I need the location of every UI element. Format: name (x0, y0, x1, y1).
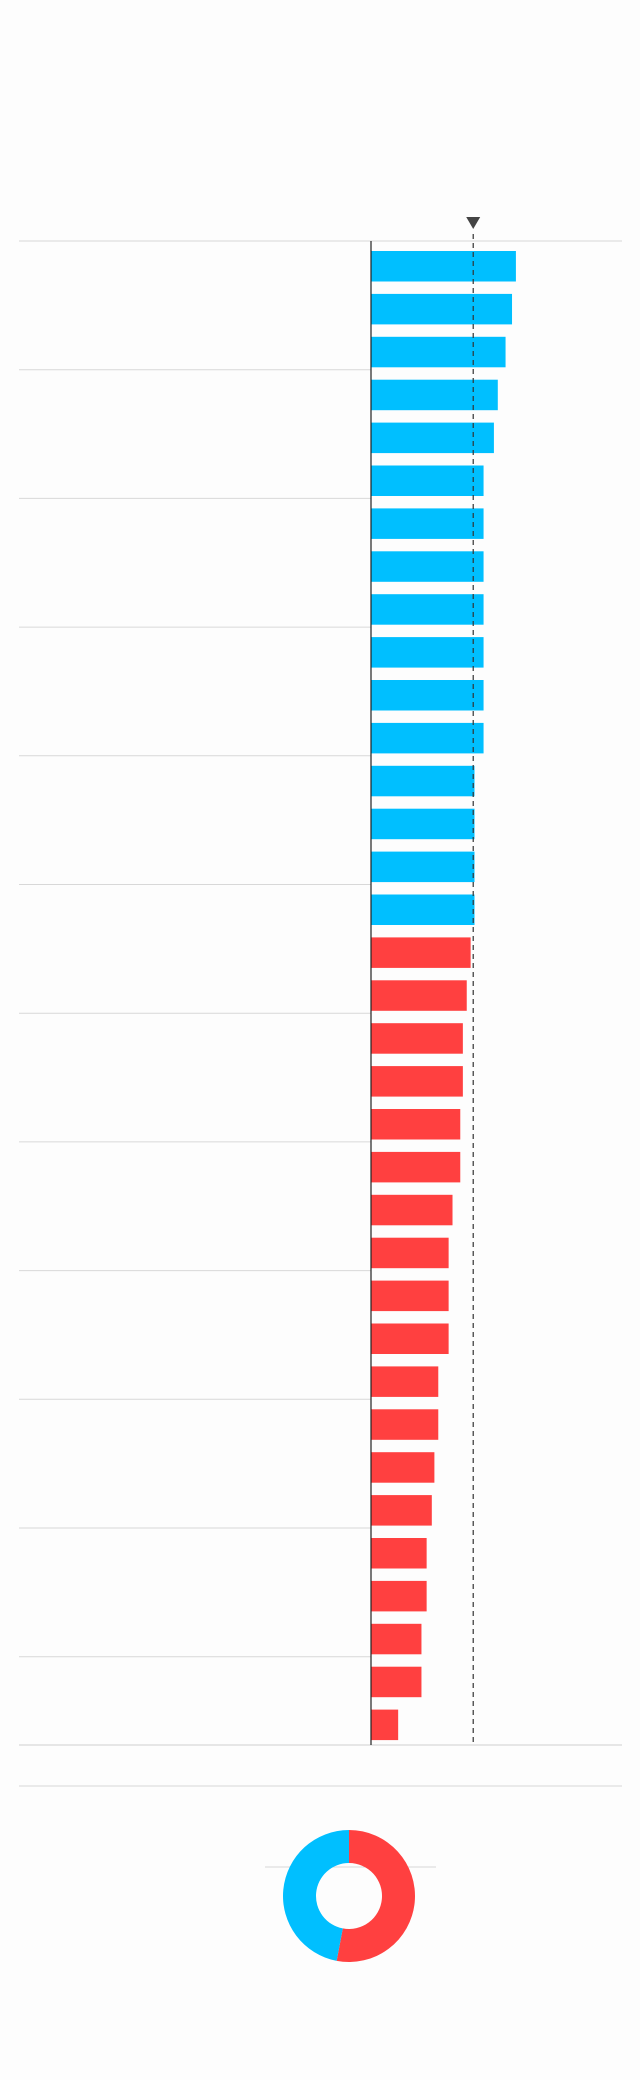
bar (371, 336, 506, 368)
bar (371, 465, 484, 496)
reference-marker (466, 217, 481, 229)
bar (371, 894, 475, 925)
bar (371, 293, 513, 325)
bar (371, 637, 484, 668)
bar (371, 1280, 449, 1312)
bar (371, 1023, 463, 1054)
bar (371, 1109, 461, 1140)
bar (371, 1709, 399, 1741)
bar (371, 1538, 427, 1569)
bar (371, 1495, 432, 1526)
bar (371, 808, 475, 840)
bar (371, 594, 484, 625)
donut-slice (283, 1830, 349, 1961)
donut-slice (336, 1830, 416, 1962)
bar (371, 508, 484, 539)
bar (371, 551, 484, 582)
bar (371, 1066, 463, 1097)
bar (371, 251, 516, 282)
bar (371, 680, 484, 711)
bar (371, 379, 498, 411)
bar (371, 765, 475, 797)
bar (371, 937, 471, 968)
bar (371, 1366, 439, 1397)
bar (371, 1580, 427, 1612)
bar (371, 1323, 449, 1354)
bar (371, 1452, 435, 1483)
bar (371, 722, 484, 754)
bar (371, 1409, 439, 1440)
bar (371, 980, 467, 1011)
bar (371, 1194, 453, 1226)
bar (371, 1151, 461, 1183)
bar (371, 1623, 422, 1655)
bar (371, 1237, 449, 1269)
bar (371, 422, 494, 454)
bar (371, 851, 475, 883)
bar (371, 1666, 422, 1698)
